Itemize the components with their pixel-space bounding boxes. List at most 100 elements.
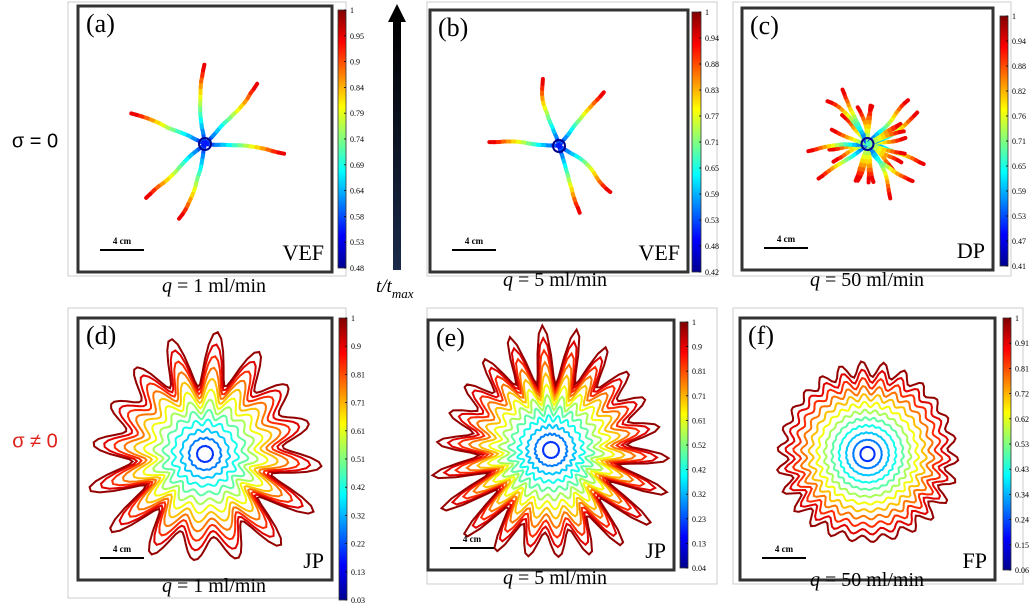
- colorbar-label: 0.94: [1012, 37, 1026, 46]
- scale-label: 4 cm: [775, 544, 794, 554]
- colorbar-label: 0.13: [351, 568, 365, 577]
- colorbar-label: 0.76: [1012, 112, 1026, 121]
- finger: [898, 150, 907, 156]
- colorbar-label: 0.88: [705, 60, 719, 69]
- contour: [533, 432, 569, 468]
- contour: [132, 377, 279, 524]
- panel-box: [738, 316, 997, 582]
- colorbar-label: 0.32: [692, 490, 706, 499]
- contour: [121, 366, 290, 533]
- finger: [895, 158, 904, 165]
- flow-rate: q = 50 ml/min: [810, 569, 924, 591]
- colorbar-label: 1: [705, 8, 709, 17]
- colorbar-label: 1: [350, 6, 354, 15]
- row-label: σ = 0: [12, 130, 58, 152]
- finger: [917, 160, 926, 167]
- contour: [496, 393, 606, 502]
- contour: [859, 445, 876, 463]
- scale-label: 4 cm: [465, 236, 484, 246]
- colorbar-label: 0.81: [1015, 364, 1029, 373]
- time-axis-label: t/tmax: [376, 276, 414, 301]
- colorbar-label: 0.04: [692, 564, 706, 573]
- pattern-label: FP: [963, 548, 987, 573]
- panel: (c) DP 4 cm 1 0.94 0.88 0.82 0.76 0.71 0.65 0.59 0.…: [732, 1, 1026, 291]
- colorbar-label: 0.71: [351, 399, 365, 408]
- contour: [196, 444, 214, 463]
- finger: [855, 105, 862, 114]
- flow-rate: q = 5 ml/min: [503, 567, 607, 589]
- flow-rate-value: = 1 ml/min: [177, 575, 266, 597]
- finger: [887, 192, 893, 201]
- colorbar-label: 0.24: [1015, 516, 1029, 525]
- colorbar-label: 0.03: [351, 596, 365, 605]
- colorbar-label: 0.71: [1012, 137, 1026, 146]
- contour: [442, 336, 659, 549]
- colorbar-label: 0.79: [350, 109, 364, 118]
- colorbar-label: 0.65: [1012, 162, 1026, 171]
- colorbar-label: 0.95: [350, 32, 364, 41]
- contour: [152, 398, 259, 506]
- flow-rate-value: = 50 ml/min: [825, 569, 924, 591]
- colorbar-label: 0.72: [1015, 390, 1029, 399]
- flow-rate-symbol: q: [503, 567, 513, 589]
- contour: [830, 416, 905, 491]
- colorbar-label: 0.81: [692, 367, 706, 376]
- contour: [799, 384, 936, 521]
- flow-rate: q = 1 ml/min: [162, 275, 266, 297]
- colorbar-label: 0.53: [1012, 212, 1026, 221]
- colorbar-label: 0.61: [692, 416, 706, 425]
- finger: [897, 129, 906, 135]
- contour: [837, 423, 898, 484]
- colorbar-label: 0.9: [351, 342, 361, 351]
- time-arrow: [393, 20, 401, 270]
- colorbar-label: 0.74: [350, 135, 364, 144]
- pattern-label: JP: [303, 548, 324, 573]
- flow-rate-value: = 1 ml/min: [177, 275, 266, 297]
- colorbar-label: 0.53: [1015, 440, 1029, 449]
- colorbar-label: 0.43: [1015, 465, 1029, 474]
- colorbar-label: 0.83: [705, 86, 719, 95]
- row-label: σ ≠ 0: [12, 430, 58, 452]
- finger: [870, 175, 876, 185]
- inlet: [198, 137, 212, 151]
- colorbar-label: 0.42: [351, 483, 365, 492]
- contour: [88, 330, 323, 562]
- finger: [825, 99, 834, 105]
- contour: [170, 418, 240, 488]
- contour: [111, 355, 301, 542]
- contour: [465, 360, 637, 530]
- finger: [902, 98, 911, 105]
- flow-rate-value: = 5 ml/min: [518, 567, 607, 589]
- contour: [506, 404, 596, 493]
- colorbar-label: 0.53: [350, 238, 364, 247]
- colorbar-label: 0.64: [350, 187, 364, 196]
- inlet: [860, 137, 875, 151]
- colorbar-label: 0.82: [1012, 87, 1026, 96]
- contour: [430, 323, 671, 559]
- colorbar-label: 1: [1012, 12, 1016, 21]
- colorbar-label: 0.13: [692, 539, 706, 548]
- finger: [252, 81, 260, 91]
- colorbar-label: 0.22: [351, 540, 365, 549]
- colorbar-label: 0.65: [705, 164, 719, 173]
- flow-rate-symbol: q: [810, 269, 820, 291]
- colorbar-label: 0.61: [351, 427, 365, 436]
- contour: [161, 408, 250, 497]
- panel: (b) VEF 4 cm 1 0.94 0.88 0.83 0.77 0.71 0.65 0.59 0…: [426, 1, 719, 291]
- panel: (d) JP 4 cm 1 0.9 0.81 0.71 0.61 0.51 0.42 0.32 0.2…: [67, 307, 365, 605]
- colorbar-label: 0.84: [350, 83, 364, 92]
- contour: [179, 427, 232, 480]
- panel-label: (f): [748, 321, 774, 350]
- panel-label: (c): [750, 11, 779, 40]
- finger: [912, 110, 920, 118]
- scale-label: 4 cm: [113, 544, 132, 554]
- finger: [829, 127, 838, 134]
- colorbar-label: 0.15: [1015, 541, 1029, 550]
- contour: [99, 343, 312, 552]
- panel-frame: [426, 1, 718, 277]
- finger: [899, 135, 908, 142]
- colorbar-label: 0.58: [350, 212, 364, 221]
- finger: [201, 62, 207, 73]
- finger: [906, 177, 915, 184]
